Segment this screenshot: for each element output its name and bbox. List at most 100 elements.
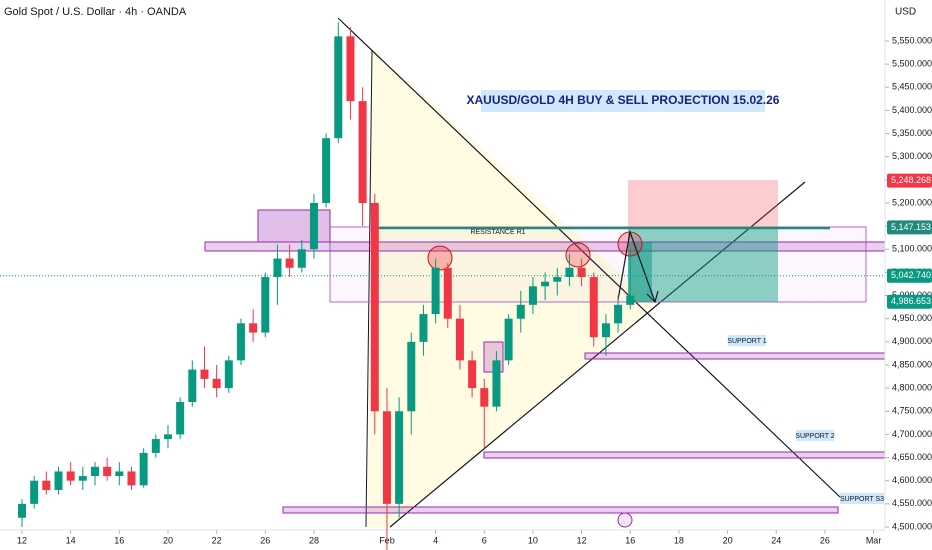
y-tick-label: 4,500.000 (892, 521, 932, 531)
annotation: RESISTANCE R1 (470, 229, 525, 236)
candle-body (176, 402, 185, 435)
candle-body (395, 411, 404, 504)
event-icon (617, 512, 633, 528)
support-1-zone (584, 352, 886, 360)
triangle-fill (340, 20, 655, 527)
candle-body (541, 281, 550, 287)
candle-body (261, 277, 270, 333)
candle-body (382, 411, 391, 504)
x-tick-label: 14 (66, 535, 76, 545)
candle-body (346, 36, 355, 102)
candle-body (212, 378, 221, 389)
support-3-zone (282, 506, 839, 514)
x-tick-label: 20 (723, 535, 733, 545)
chart-title: XAUUSD/GOLD 4H BUY & SELL PROJECTION 15.… (467, 93, 780, 107)
candle-body (516, 304, 525, 319)
price-label: 5,042.740 (891, 270, 931, 280)
candle-body (589, 277, 598, 338)
candle-body (358, 101, 367, 203)
candle-body (139, 452, 148, 486)
candle-body (334, 36, 343, 139)
candle-body (626, 295, 635, 305)
x-tick-label: 12 (577, 535, 587, 545)
x-tick-label: 28 (309, 535, 319, 545)
x-tick-label: 10 (528, 535, 538, 545)
candle-body (443, 267, 452, 319)
target-zone (628, 229, 778, 302)
candle-body (115, 471, 124, 477)
label-bg (840, 493, 884, 504)
candle-body (127, 471, 136, 486)
price-label: 4,986.653 (891, 296, 931, 306)
y-tick-label: 5,550.000 (892, 35, 932, 45)
candle-body (297, 249, 306, 268)
candle-body (492, 360, 501, 407)
y-tick-label: 4,950.000 (892, 313, 932, 323)
y-tick-label: 5,450.000 (892, 82, 932, 92)
candle-body (407, 341, 416, 412)
x-tick-label: 16 (625, 535, 635, 545)
candle-body (419, 314, 428, 342)
y-tick-label: 5,100.000 (892, 244, 932, 254)
candle-body (553, 277, 562, 282)
candle-body (480, 388, 489, 407)
x-tick-label: 24 (771, 535, 781, 545)
candle-body (30, 480, 39, 504)
x-tick-label: 20 (163, 535, 173, 545)
x-tick-label: 18 (674, 535, 684, 545)
x-tick-label: 6 (482, 535, 487, 545)
candle-body (455, 318, 464, 361)
candle-body (309, 202, 318, 250)
y-tick-label: 5,500.000 (892, 58, 932, 68)
vertical-line (365, 49, 373, 528)
annotation: SUPPORT 1 (727, 338, 767, 345)
price-label: 5,147.153 (891, 222, 931, 232)
circle-marker (565, 242, 591, 268)
candle-body (236, 323, 245, 361)
x-tick-label: 22 (212, 535, 222, 545)
resistance-zone (204, 241, 886, 252)
candle-body (42, 480, 51, 490)
circle-marker (427, 245, 453, 271)
candle-body (103, 466, 112, 477)
candle-body (468, 360, 477, 389)
candle-body (285, 258, 294, 268)
candle-body (54, 471, 63, 490)
candle-body (90, 466, 99, 477)
price-label-bg (887, 173, 932, 188)
candle-body (249, 323, 258, 333)
y-tick-label: 4,900.000 (892, 336, 932, 346)
y-tick-label: 4,600.000 (892, 475, 932, 485)
entry-zone (628, 242, 652, 302)
y-tick-label: 4,550.000 (892, 498, 932, 508)
x-tick-label: 4 (433, 535, 438, 545)
price-label-bg (887, 268, 932, 283)
annotation: SUPPORT 2 (795, 433, 835, 440)
x-tick-label: 12 (17, 535, 27, 545)
candle-body (224, 360, 233, 389)
candle-body (188, 369, 197, 403)
x-tick-label: 26 (260, 535, 270, 545)
candle-body (601, 323, 610, 338)
y-tick-label: 5,400.000 (892, 105, 932, 115)
price-label-bg (887, 220, 932, 235)
candle-body (66, 471, 75, 481)
support-2-zone (483, 451, 886, 459)
x-tick-label: Mar (866, 535, 882, 545)
candle-body (322, 138, 331, 203)
candle-body (614, 304, 623, 324)
candle-body (431, 267, 440, 315)
y-tick-label: 4,750.000 (892, 406, 932, 416)
arrow-head (646, 290, 659, 304)
annotation: SUPPORT S3 (840, 496, 884, 503)
label-bg (796, 430, 834, 441)
x-tick-label: 26 (820, 535, 830, 545)
price-label-bg (887, 294, 932, 309)
y-tick-label: 5,350.000 (892, 128, 932, 138)
y-tick-label: 4,700.000 (892, 429, 932, 439)
y-tick-label: 4,850.000 (892, 359, 932, 369)
downtrend-line (337, 17, 841, 498)
candle-body (370, 202, 379, 412)
